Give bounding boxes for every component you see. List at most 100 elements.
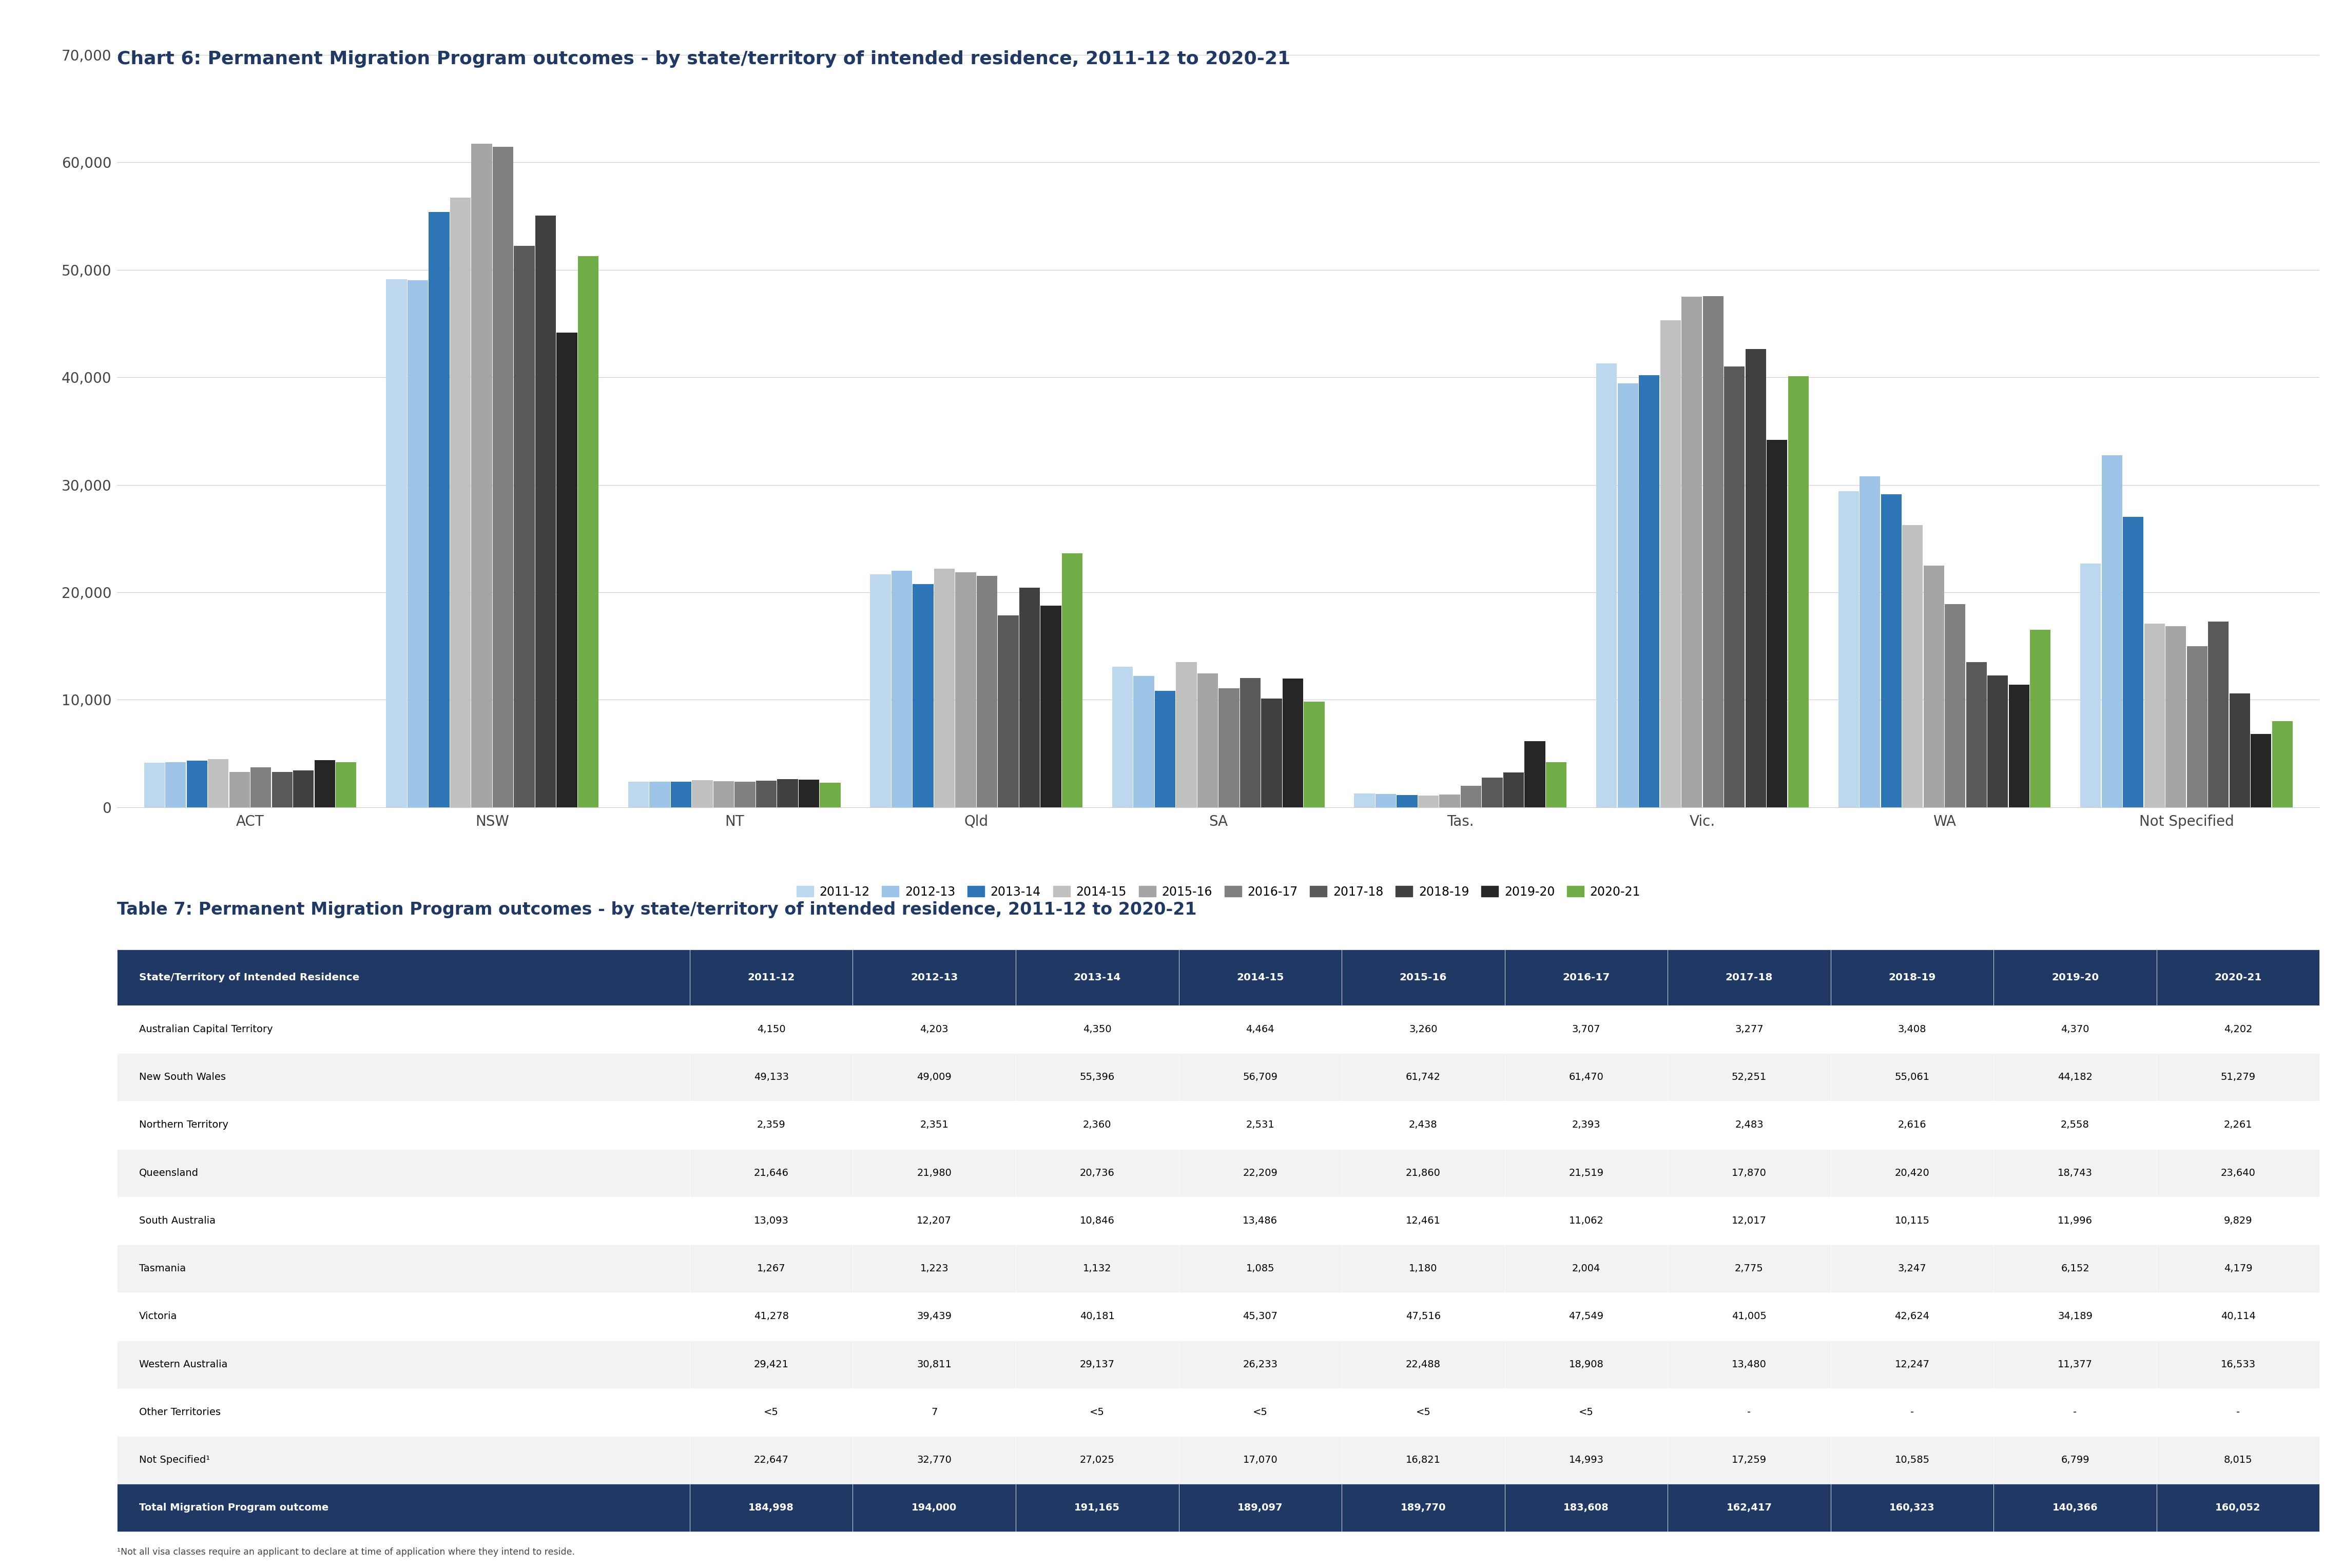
Bar xyxy=(853,1245,1017,1292)
Text: 34,189: 34,189 xyxy=(2057,1311,2092,1322)
Text: 184,998: 184,998 xyxy=(747,1504,794,1513)
Bar xyxy=(1504,1245,1668,1292)
Text: 16,821: 16,821 xyxy=(1406,1455,1441,1465)
Text: 51,279: 51,279 xyxy=(2221,1073,2256,1082)
Bar xyxy=(2008,685,2029,808)
Text: 2018-19: 2018-19 xyxy=(1888,972,1935,982)
Bar xyxy=(1343,1292,1504,1341)
Bar xyxy=(1830,1436,1994,1483)
Bar xyxy=(1343,1054,1504,1101)
Text: 2016-17: 2016-17 xyxy=(1563,972,1610,982)
Bar xyxy=(117,1388,689,1436)
Text: 29,421: 29,421 xyxy=(754,1359,790,1369)
Bar xyxy=(1343,1149,1504,1196)
Bar xyxy=(1504,1054,1668,1101)
Bar xyxy=(1830,1388,1994,1436)
Bar xyxy=(2156,1292,2320,1341)
Text: 2,438: 2,438 xyxy=(1408,1120,1439,1131)
Bar xyxy=(689,1196,853,1245)
Text: 2,360: 2,360 xyxy=(1082,1120,1111,1131)
Text: 2019-20: 2019-20 xyxy=(2052,972,2099,982)
Bar xyxy=(117,1436,689,1483)
Text: 56,709: 56,709 xyxy=(1242,1073,1277,1082)
Bar xyxy=(853,1054,1017,1101)
Bar xyxy=(670,782,691,808)
Bar xyxy=(853,1292,1017,1341)
Bar xyxy=(1860,477,1879,808)
Text: 22,647: 22,647 xyxy=(754,1455,790,1465)
Bar xyxy=(293,770,314,808)
Bar xyxy=(1504,1292,1668,1341)
Bar xyxy=(1994,1054,2156,1101)
Bar xyxy=(1504,1149,1668,1196)
Text: 8,015: 8,015 xyxy=(2224,1455,2252,1465)
Bar xyxy=(689,1341,853,1388)
Bar xyxy=(2156,1341,2320,1388)
Text: 47,549: 47,549 xyxy=(1570,1311,1603,1322)
Text: 21,646: 21,646 xyxy=(754,1168,790,1178)
Bar xyxy=(1994,1341,2156,1388)
Bar xyxy=(689,1436,853,1483)
Text: 3,260: 3,260 xyxy=(1408,1024,1436,1035)
Bar xyxy=(1596,364,1617,808)
Bar xyxy=(1483,778,1502,808)
Bar xyxy=(387,279,408,808)
Bar xyxy=(429,212,450,808)
Bar xyxy=(1994,1436,2156,1483)
Text: 21,519: 21,519 xyxy=(1570,1168,1603,1178)
Bar xyxy=(1017,1341,1179,1388)
Text: 49,133: 49,133 xyxy=(754,1073,790,1082)
Bar xyxy=(1343,1196,1504,1245)
Text: 1,132: 1,132 xyxy=(1082,1264,1111,1273)
Bar xyxy=(1638,375,1659,808)
Text: Queensland: Queensland xyxy=(138,1168,199,1178)
Bar xyxy=(230,771,251,808)
Bar xyxy=(117,1005,689,1054)
Text: 13,486: 13,486 xyxy=(1242,1215,1277,1226)
Text: 17,070: 17,070 xyxy=(1242,1455,1277,1465)
Bar xyxy=(1113,666,1134,808)
Text: Western Australia: Western Australia xyxy=(138,1359,227,1369)
Text: <5: <5 xyxy=(1254,1408,1268,1417)
Bar xyxy=(1218,688,1239,808)
Bar xyxy=(649,782,670,808)
Bar xyxy=(998,615,1019,808)
Bar xyxy=(689,1054,853,1101)
Bar xyxy=(1504,1005,1668,1054)
Bar xyxy=(1303,701,1324,808)
Bar xyxy=(2156,1436,2320,1483)
Text: Total Migration Program outcome: Total Migration Program outcome xyxy=(138,1504,328,1513)
Bar xyxy=(1994,950,2156,1005)
Text: 2020-21: 2020-21 xyxy=(2214,972,2261,982)
Bar xyxy=(1504,1436,1668,1483)
Text: 140,366: 140,366 xyxy=(2052,1504,2097,1513)
Bar xyxy=(117,1483,689,1532)
Bar xyxy=(1017,1245,1179,1292)
Text: 3,707: 3,707 xyxy=(1572,1024,1600,1035)
Bar xyxy=(1040,605,1061,808)
Bar xyxy=(1017,1292,1179,1341)
Text: 2014-15: 2014-15 xyxy=(1237,972,1284,982)
Bar xyxy=(1439,795,1460,808)
Bar xyxy=(1017,1388,1179,1436)
Text: 27,025: 27,025 xyxy=(1080,1455,1115,1465)
Bar xyxy=(2252,734,2270,808)
Bar xyxy=(853,950,1017,1005)
Bar xyxy=(1179,1292,1343,1341)
Text: <5: <5 xyxy=(1415,1408,1432,1417)
Text: Chart 6: Permanent Migration Program outcomes - by state/territory of intended r: Chart 6: Permanent Migration Program out… xyxy=(117,50,1291,67)
Text: 22,209: 22,209 xyxy=(1242,1168,1277,1178)
Text: 160,323: 160,323 xyxy=(1888,1504,1935,1513)
Bar xyxy=(1682,296,1701,808)
Text: 1,085: 1,085 xyxy=(1246,1264,1275,1273)
Bar xyxy=(1546,762,1567,808)
Text: 2,531: 2,531 xyxy=(1246,1120,1275,1131)
Bar xyxy=(853,1436,1017,1483)
Text: 40,181: 40,181 xyxy=(1080,1311,1115,1322)
Bar xyxy=(117,1149,689,1196)
Text: New South Wales: New South Wales xyxy=(138,1073,225,1082)
Text: -: - xyxy=(1910,1408,1914,1417)
Bar xyxy=(2273,721,2294,808)
Bar xyxy=(1668,1341,1830,1388)
Bar xyxy=(1830,1101,1994,1149)
